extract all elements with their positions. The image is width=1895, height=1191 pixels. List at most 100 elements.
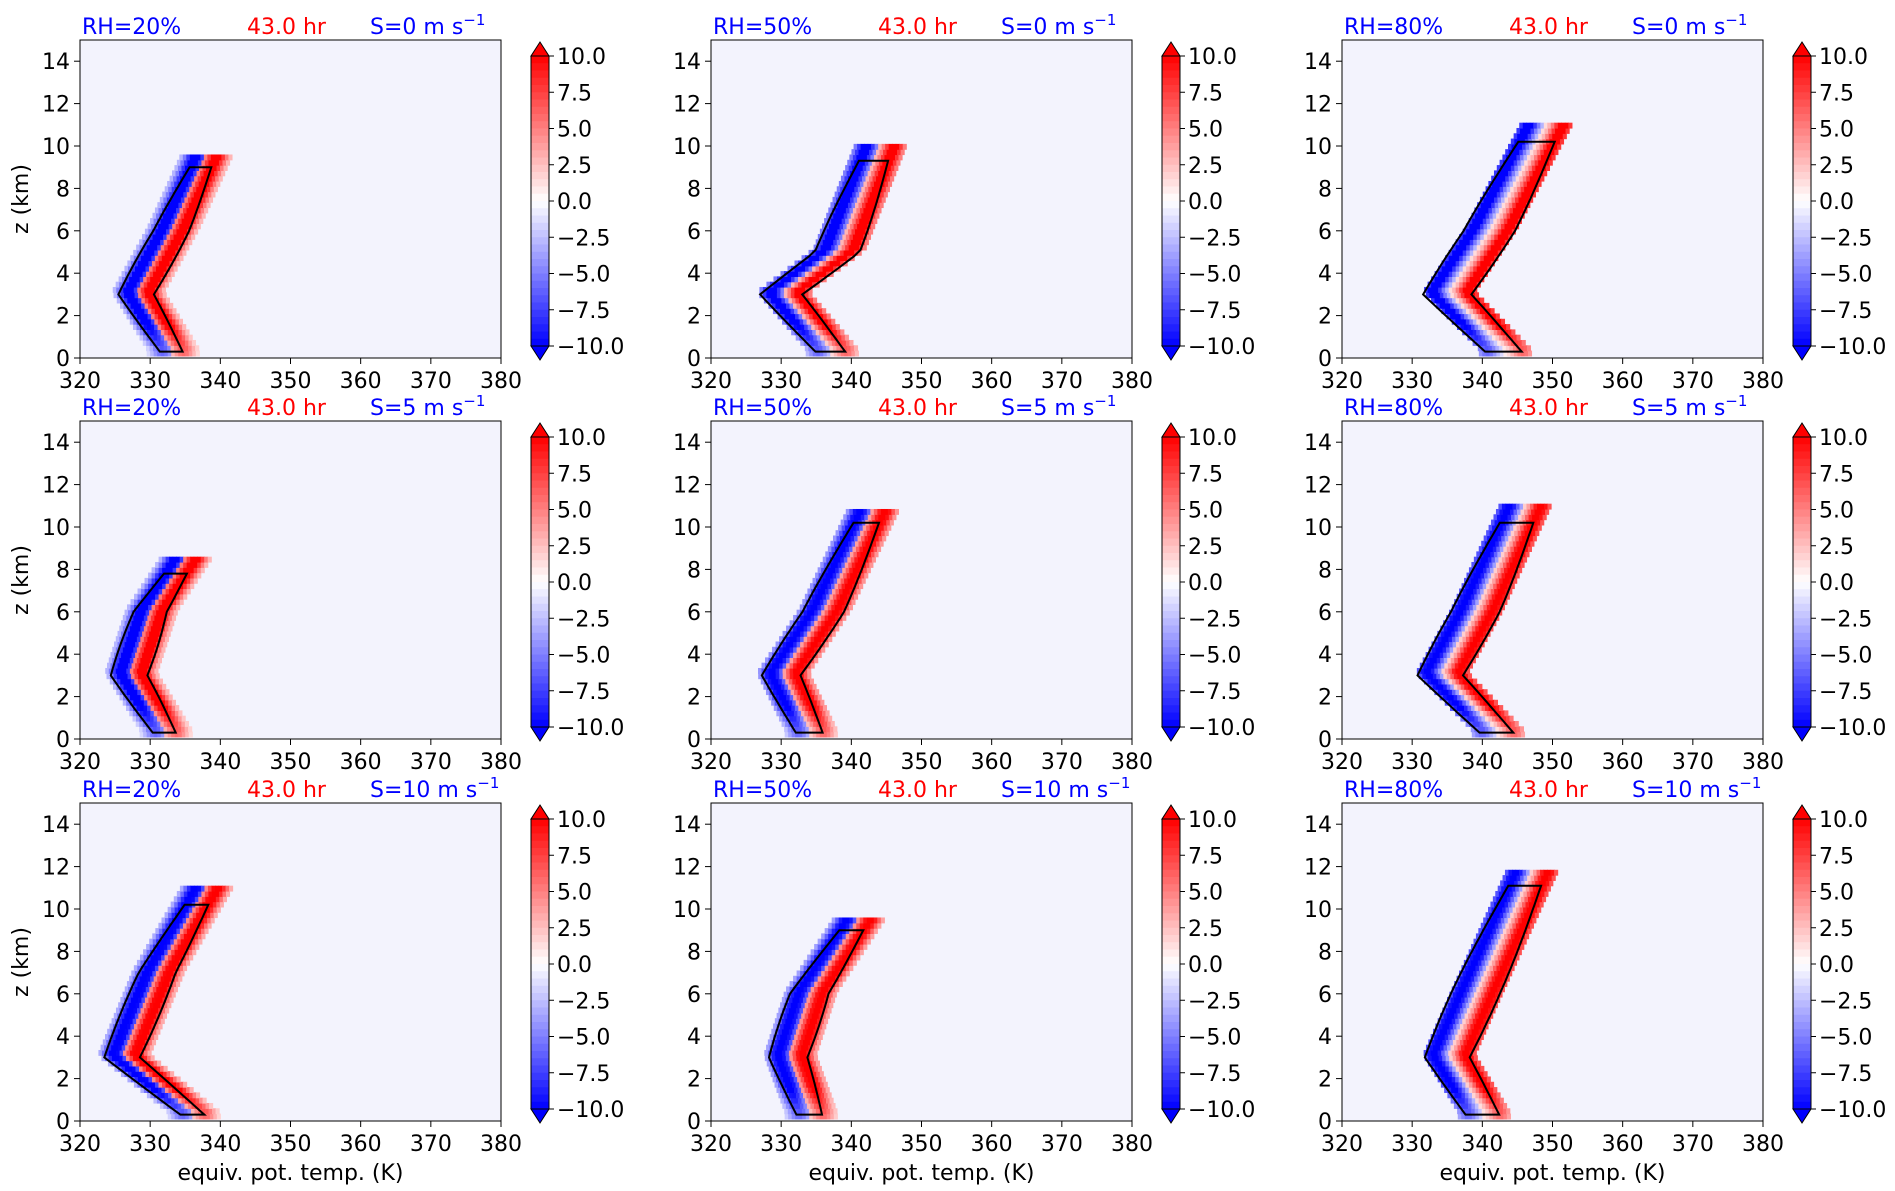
anomaly-cell	[141, 583, 146, 590]
x-tick-label: 340	[199, 750, 241, 775]
anomaly-cell	[201, 933, 206, 940]
anomaly-cell	[1440, 657, 1445, 664]
anomaly-cell	[866, 218, 871, 224]
anomaly-cell	[181, 165, 186, 171]
anomaly-cell	[133, 1081, 139, 1088]
anomaly-cell	[1495, 313, 1500, 320]
anomaly-cell	[1524, 546, 1529, 552]
colorbar-segment	[1793, 589, 1811, 598]
anomaly-cell	[807, 667, 812, 674]
anomaly-cell	[1463, 641, 1468, 648]
anomaly-cell	[1462, 678, 1467, 685]
anomaly-cell	[199, 186, 204, 193]
anomaly-cell	[160, 339, 165, 346]
anomaly-cell	[130, 694, 135, 701]
anomaly-cell	[1457, 599, 1462, 605]
anomaly-cell	[133, 646, 138, 653]
anomaly-cell	[211, 191, 216, 198]
anomaly-cell	[181, 345, 186, 352]
anomaly-cell	[852, 233, 857, 240]
anomaly-cell	[1479, 218, 1484, 224]
colorbar-segment	[1793, 632, 1811, 641]
anomaly-cell	[1531, 186, 1536, 193]
anomaly-cell	[194, 1102, 200, 1109]
anomaly-cell	[156, 1065, 161, 1072]
colorbar-segment	[531, 553, 549, 561]
anomaly-cell	[836, 255, 841, 262]
anomaly-cell	[137, 313, 142, 320]
anomaly-cell	[177, 726, 182, 733]
anomaly-cell	[144, 308, 149, 315]
anomaly-cell	[817, 233, 822, 240]
anomaly-cell	[1436, 292, 1441, 299]
anomaly-cell	[1455, 678, 1460, 685]
x-tick-label: 360	[971, 750, 1013, 775]
anomaly-cell	[136, 614, 141, 621]
colorbar-segment	[1162, 444, 1180, 453]
anomaly-cell	[1501, 202, 1506, 209]
anomaly-cell	[137, 678, 142, 685]
anomaly-cell	[174, 943, 179, 950]
anomaly-cell	[829, 239, 834, 246]
anomaly-cell	[815, 705, 820, 711]
anomaly-cell	[833, 731, 838, 738]
panel-rh-label: RH=20%	[82, 396, 181, 421]
anomaly-cell	[801, 271, 806, 277]
anomaly-cell	[1546, 143, 1551, 150]
anomaly-cell	[147, 223, 152, 230]
anomaly-cell	[875, 159, 880, 166]
anomaly-cell	[835, 530, 840, 537]
anomaly-cell	[1518, 535, 1523, 542]
anomaly-cell	[1478, 313, 1483, 320]
anomaly-cell	[1457, 302, 1462, 309]
anomaly-cell	[129, 705, 134, 711]
anomaly-cell	[167, 345, 172, 352]
colorbar-segment	[531, 92, 549, 101]
anomaly-cell	[130, 1039, 135, 1046]
anomaly-cell	[813, 318, 818, 325]
anomaly-cell	[860, 143, 865, 150]
panel-shear-label: S=5 m s−1	[370, 392, 485, 421]
anomaly-cell	[186, 917, 191, 924]
colorbar-segment	[1793, 676, 1811, 685]
anomaly-cell	[826, 228, 832, 235]
anomaly-cell	[877, 180, 882, 187]
anomaly-cell	[840, 186, 845, 193]
anomaly-cell	[183, 933, 188, 940]
anomaly-cell	[185, 244, 190, 251]
anomaly-cell	[1534, 186, 1539, 193]
anomaly-cell	[1536, 122, 1541, 129]
anomaly-cell	[176, 577, 181, 584]
anomaly-cell	[1491, 556, 1496, 563]
anomaly-cell	[139, 239, 144, 246]
anomaly-cell	[1490, 535, 1495, 542]
anomaly-cell	[168, 249, 173, 256]
anomaly-cell	[1450, 657, 1455, 664]
anomaly-cell	[1543, 122, 1548, 129]
anomaly-cell	[1460, 593, 1465, 600]
colorbar-segment	[1793, 545, 1811, 554]
anomaly-cell	[866, 524, 871, 531]
anomaly-cell	[144, 588, 149, 595]
anomaly-cell	[810, 657, 815, 664]
anomaly-cell	[1487, 588, 1492, 595]
anomaly-cell	[1472, 720, 1477, 727]
anomaly-cell	[1486, 530, 1491, 537]
anomaly-cell	[1471, 212, 1476, 219]
anomaly-cell	[890, 149, 895, 156]
anomaly-cell	[812, 276, 817, 283]
anomaly-cell	[810, 694, 815, 701]
anomaly-cell	[143, 281, 148, 288]
anomaly-cell	[1482, 731, 1487, 738]
anomaly-cell	[133, 1007, 138, 1014]
anomaly-cell	[1500, 530, 1505, 537]
anomaly-cell	[1526, 503, 1531, 510]
anomaly-cell	[850, 535, 855, 542]
anomaly-cell	[187, 938, 192, 945]
x-tick-label: 370	[1041, 750, 1083, 775]
anomaly-cell	[1559, 133, 1564, 140]
anomaly-cell	[1464, 652, 1469, 658]
anomaly-cell	[129, 1049, 135, 1056]
anomaly-cell	[1480, 202, 1485, 209]
anomaly-cell	[155, 673, 160, 680]
